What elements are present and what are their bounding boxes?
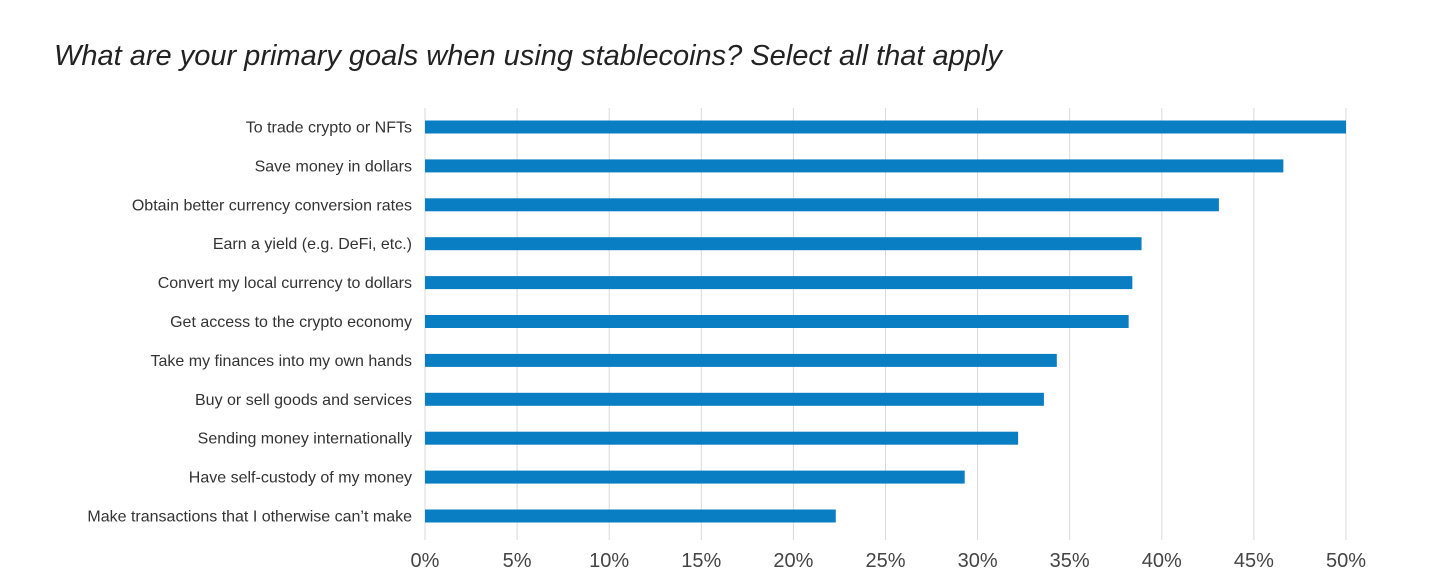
x-tick-label: 15%	[681, 550, 721, 572]
category-label: Convert my local currency to dollars	[158, 275, 412, 292]
bar	[425, 276, 1133, 290]
bar	[425, 198, 1219, 212]
x-tick-label: 35%	[1050, 550, 1090, 572]
bar	[425, 159, 1284, 173]
bar	[425, 392, 1044, 406]
x-tick-label: 30%	[958, 550, 998, 572]
x-tick-label: 40%	[1142, 550, 1182, 572]
bar	[425, 431, 1019, 445]
bar	[425, 237, 1142, 251]
bar	[425, 353, 1057, 367]
category-label: Make transactions that I otherwise can’t…	[87, 509, 412, 526]
x-tick-label: 45%	[1234, 550, 1274, 572]
category-label: Get access to the crypto economy	[170, 314, 412, 331]
category-label: Obtain better currency conversion rates	[132, 197, 412, 214]
category-label: Sending money internationally	[198, 431, 412, 448]
x-tick-label: 25%	[865, 550, 905, 572]
category-label: To trade crypto or NFTs	[246, 120, 412, 137]
x-tick-label: 20%	[773, 550, 813, 572]
x-tick-label: 5%	[503, 550, 532, 572]
category-labels: To trade crypto or NFTs Save money in dol…	[87, 120, 412, 526]
bar	[425, 509, 836, 523]
x-axis-tick-labels: 0% 5% 10% 15% 20% 25% 30% 35% 40% 45% 50%	[411, 550, 1367, 572]
category-label: Take my finances into my own hands	[151, 353, 412, 370]
category-label: Buy or sell goods and services	[195, 392, 412, 409]
category-label: Earn a yield (e.g. DeFi, etc.)	[213, 236, 412, 253]
x-tick-label: 50%	[1326, 550, 1366, 572]
bar	[425, 120, 1346, 134]
category-label: Have self-custody of my money	[189, 470, 412, 487]
chart-title: What are your primary goals when using s…	[54, 40, 1002, 72]
x-tick-label: 0%	[411, 550, 440, 572]
bar	[425, 315, 1129, 328]
category-label: Save money in dollars	[255, 158, 412, 175]
bars	[425, 120, 1346, 523]
bar	[425, 470, 965, 484]
x-tick-label: 10%	[589, 550, 629, 572]
